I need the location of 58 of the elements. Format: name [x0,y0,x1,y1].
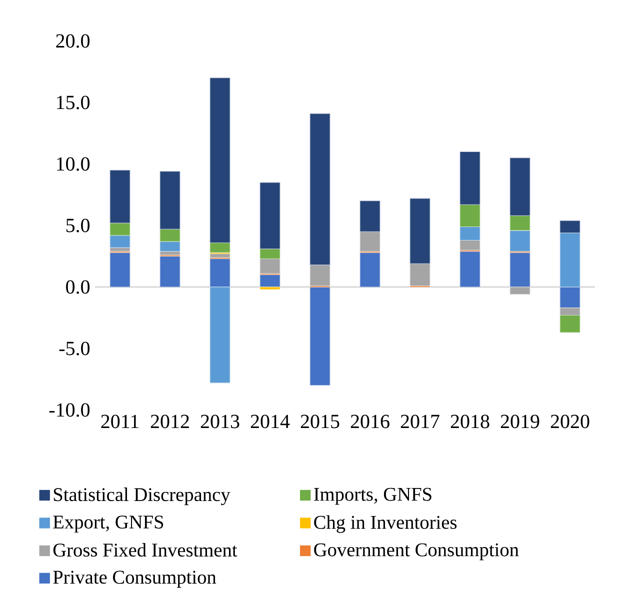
bar [510,215,530,231]
y-tick-label: 15.0 [57,96,90,110]
y-tick-label: 10.0 [57,157,90,171]
legend-label: Imports, GNFS [314,488,432,505]
bar [110,252,130,288]
legend-label: Export, GNFS [53,516,164,533]
bar [260,258,280,274]
bar [360,231,380,252]
x-tick-label: 2020 [550,414,590,428]
bar [160,256,180,288]
bar [560,308,580,316]
y-tick-label: 5.0 [66,218,90,232]
bar [210,78,230,243]
bar [460,251,480,288]
legend-label: Private Consumption [53,570,216,588]
x-tick-label: 2018 [450,414,490,428]
bar [260,248,280,259]
y-tick-label: 20.0 [56,34,90,48]
legend-label: Gross Fixed Investment [53,543,238,557]
x-tick-label: 2016 [350,414,390,428]
x-tick-label: 2014 [250,414,290,428]
bar [110,222,130,236]
bar [210,242,230,253]
x-tick-label: 2015 [300,414,340,428]
bar [360,200,380,232]
bar [410,198,430,264]
bar [260,182,280,250]
y-tick-label: 0.0 [66,280,90,294]
bar [310,286,330,386]
bar [260,274,280,288]
legend-label: Chg in Inventories [314,515,457,533]
bar [510,158,530,216]
y-tick-label: -10.0 [49,403,90,417]
legend-label: Statistical Discrepancy [54,488,230,506]
bar [460,226,480,241]
bar [210,254,230,258]
bar [310,113,330,266]
bar [160,228,180,242]
x-tick-label: 2011 [101,414,138,428]
bar [260,286,280,290]
x-tick-label: 2017 [400,414,440,428]
bar [110,170,130,224]
x-tick-label: 2019 [500,414,540,428]
bar [360,252,380,288]
bar [560,315,580,333]
legend-label: Government Consumption [314,543,519,560]
bar [460,151,480,205]
y-tick-label: -5.0 [59,342,90,356]
bar [160,241,180,252]
x-tick-label: 2013 [200,414,240,428]
bar [560,220,580,234]
bar [160,251,180,256]
bar [460,240,480,250]
bar [110,235,130,248]
bar [160,171,180,230]
x-tick-label: 2012 [150,414,189,428]
bar [460,204,480,228]
bar [310,264,330,286]
